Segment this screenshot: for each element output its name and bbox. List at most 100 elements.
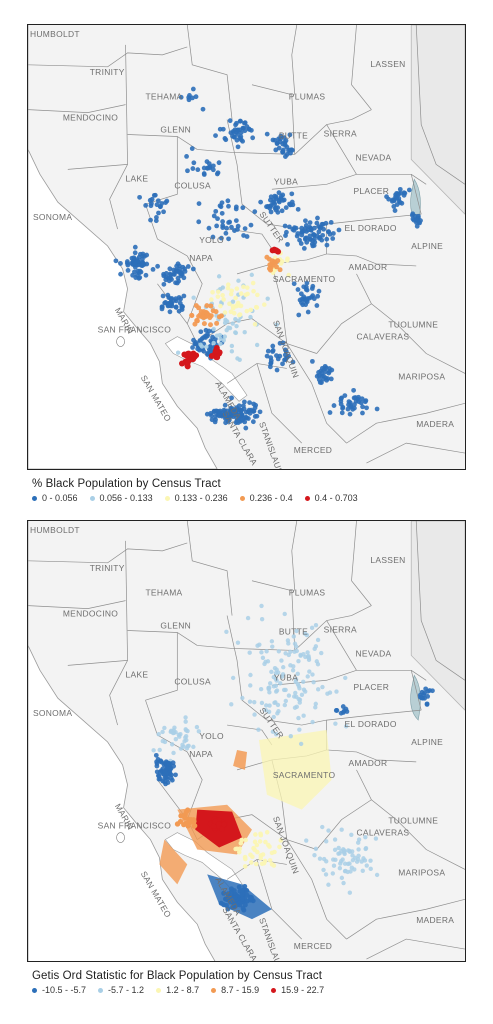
tract-dot-low [155, 198, 161, 204]
tract-dot-low [300, 302, 306, 308]
tract-dot-low [225, 419, 231, 424]
tract-dot-cold [221, 890, 227, 896]
county-label: SIERRA [324, 624, 357, 634]
county-boundary [356, 273, 465, 374]
tract-dot-low [339, 875, 345, 881]
tract-dot-low [210, 163, 216, 169]
tract-dot-low [360, 868, 365, 873]
tract-dot-low [327, 369, 332, 374]
tract-dot-low [113, 258, 119, 264]
tract-dot-low [304, 280, 310, 286]
tract-dot-low [151, 748, 156, 753]
tract-dot-midlow [248, 314, 253, 320]
tract-dot-mid [230, 305, 236, 311]
tract-dot-mid [258, 831, 263, 837]
tract-dot-low [394, 202, 400, 207]
tract-dot-low [324, 242, 330, 248]
tract-dot-high [207, 322, 213, 328]
tract-dot-low [291, 281, 297, 287]
tract-dot-low [316, 288, 322, 294]
tract-dot-low [217, 410, 223, 415]
tract-dot-low [218, 204, 224, 210]
tract-dot-low [225, 198, 231, 204]
county-boundary [109, 44, 128, 230]
tract-dot-mid [248, 307, 254, 313]
tract-dot-low [140, 251, 146, 257]
tract-dot-cold [168, 772, 174, 778]
tract-dot-low [216, 160, 222, 166]
tract-dot-mid [235, 300, 241, 306]
tract-dot-cold [334, 708, 340, 713]
tract-dot-low [278, 194, 284, 199]
farallon-islands [116, 336, 125, 347]
county-label: NAPA [189, 253, 213, 263]
tract-dot-mid [243, 292, 249, 298]
tract-dot-cold [430, 688, 435, 694]
tract-dot-low [294, 628, 299, 634]
county-boundary [271, 669, 357, 686]
county-boundary [291, 25, 298, 95]
tract-dot-low [295, 231, 301, 236]
tract-dot-cold [165, 780, 171, 785]
tract-dots [151, 603, 435, 913]
legend-swatch [98, 987, 104, 993]
tract-dot-mid [263, 839, 268, 845]
tract-dot-low [167, 266, 173, 272]
tract-dot-low [193, 94, 199, 100]
tract-dot-low [156, 732, 161, 737]
tract-dot-low [314, 373, 320, 379]
tract-dot-mid [222, 310, 228, 315]
tract-dot-low [303, 689, 308, 694]
tract-dot-low [215, 216, 220, 222]
tract-dot-low [240, 205, 246, 211]
tract-dot-low [275, 711, 280, 716]
tract-dot-low [343, 868, 348, 874]
tract-dot-midlow [254, 342, 260, 348]
county-label: YOLO [199, 731, 224, 741]
tract-dot-low [182, 266, 187, 272]
getis-ord-map-canvas: HUMBOLDT TRINITY TEHAMA LASSEN PLUMAS MENDOCI… [28, 521, 465, 961]
tract-dot-mid [255, 292, 260, 298]
tract-dot-low [304, 838, 309, 843]
county-boundary [294, 605, 372, 651]
tract-dot-midlow [216, 274, 222, 279]
tract-dot-low [332, 847, 338, 852]
county-label: TUOLUMNE [388, 816, 438, 826]
tract-dot-mid [221, 297, 226, 302]
tract-dot-warm [178, 813, 184, 819]
tract-dot-low [308, 227, 314, 233]
tract-dot-hot [219, 826, 225, 832]
tract-dot-low [373, 836, 379, 841]
tract-dot-low [125, 262, 131, 268]
tract-dot-low [171, 267, 177, 273]
tract-dot-mid [243, 837, 248, 843]
county-boundary [291, 521, 298, 591]
tract-dot-low [205, 165, 210, 171]
county-label: LASSEN [370, 59, 405, 69]
tract-dot-low [305, 650, 310, 655]
legend-swatch [271, 987, 277, 993]
county-label: PLUMAS [289, 588, 326, 598]
tract-dot-low [333, 857, 338, 863]
tract-dot-low [226, 203, 231, 209]
tract-dot-low [339, 410, 345, 416]
tract-dot-midlow [236, 278, 241, 283]
legend-label: 0.4 - 0.703 [314, 493, 358, 503]
tract-dot-low [266, 709, 272, 715]
tract-dot-low [247, 400, 252, 405]
tract-dot-low [132, 244, 138, 250]
tract-dot-low [235, 640, 241, 645]
legend-swatch [239, 495, 245, 501]
county-label: MERCED [294, 941, 332, 951]
county-boundary [28, 542, 188, 564]
tract-dot-low [291, 634, 296, 639]
tract-dot-low [250, 135, 256, 141]
tract-dot-cold [248, 896, 254, 902]
tract-dot-high [273, 264, 279, 270]
tract-dot-low [151, 192, 157, 198]
tract-dot-low [283, 205, 289, 210]
tract-dot-warm [182, 815, 188, 821]
tract-dot-low [229, 406, 235, 411]
tract-dot-mid [254, 842, 260, 848]
tract-dot-low [315, 215, 320, 221]
